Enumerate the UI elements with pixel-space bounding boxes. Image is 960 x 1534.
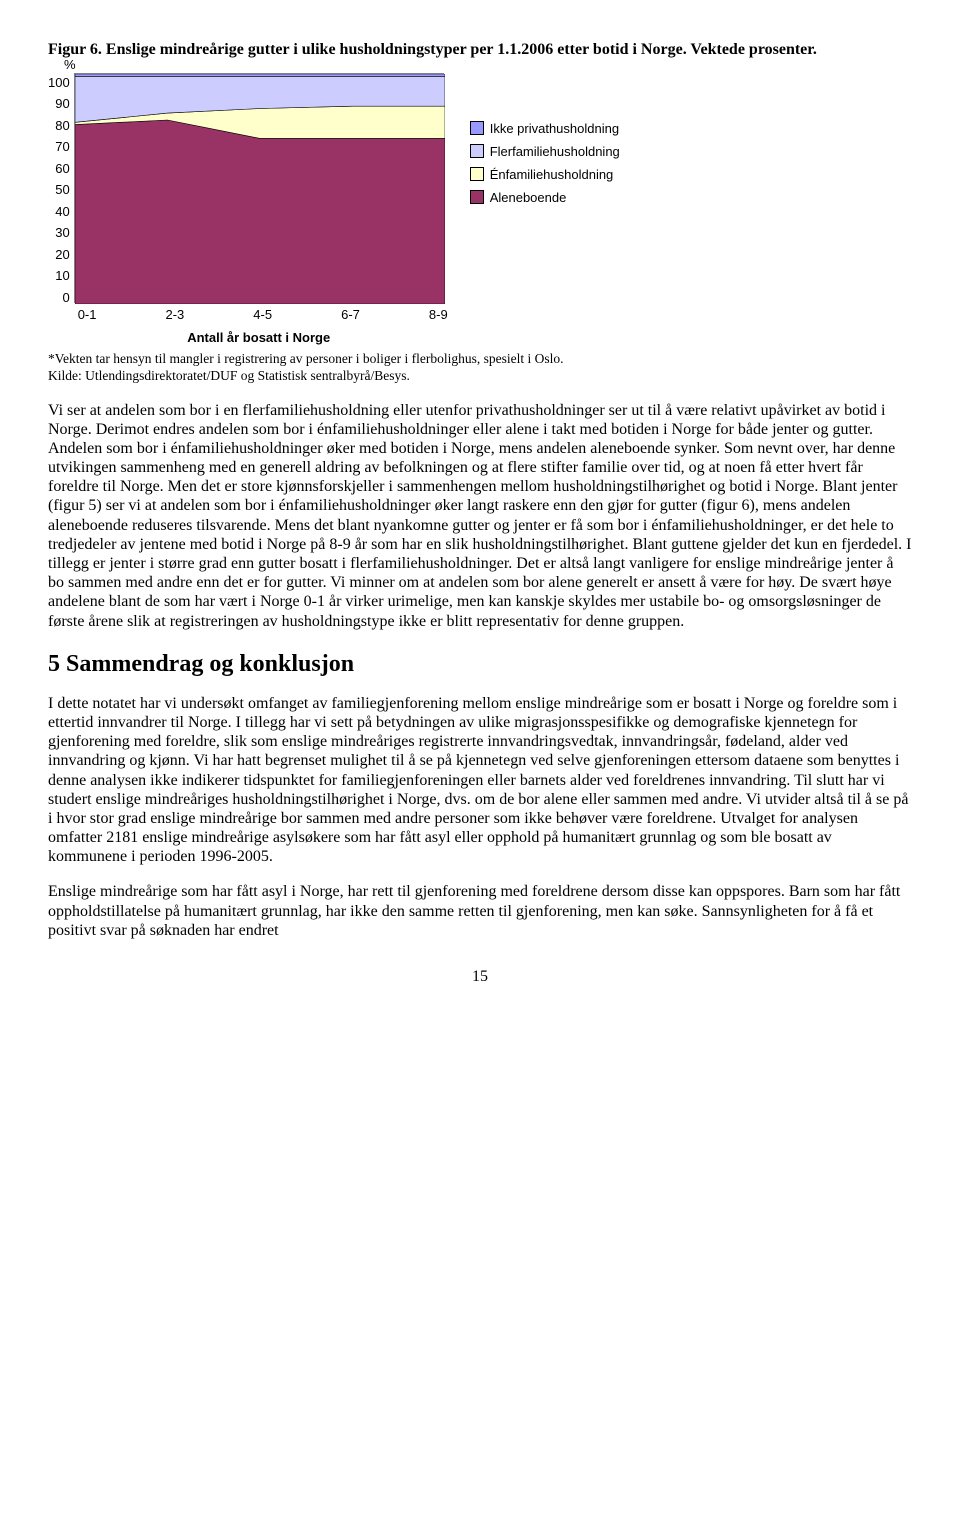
x-tick: 6-7 bbox=[341, 307, 360, 322]
y-tick: 60 bbox=[55, 161, 69, 176]
chart-plot bbox=[74, 73, 444, 303]
body-paragraph-1: Vi ser at andelen som bor i en flerfamil… bbox=[48, 401, 912, 631]
legend-label: Ikke privathusholdning bbox=[490, 121, 619, 136]
legend-swatch bbox=[470, 190, 484, 204]
y-tick: 100 bbox=[48, 75, 70, 90]
chart-row: % 1009080706050403020100 0-12-34-56-78-9… bbox=[48, 73, 912, 345]
legend-item: Énfamiliehusholdning bbox=[470, 167, 620, 182]
section-heading: 5 Sammendrag og konklusjon bbox=[48, 651, 912, 678]
chart-legend: Ikke privathusholdning Flerfamiliehushold… bbox=[470, 121, 620, 213]
y-tick: 40 bbox=[55, 204, 69, 219]
y-tick: 90 bbox=[55, 96, 69, 111]
y-axis-unit: % bbox=[64, 57, 76, 72]
chart-left: % 1009080706050403020100 0-12-34-56-78-9… bbox=[48, 73, 452, 345]
chart-wrap: % 1009080706050403020100 0-12-34-56-78-9… bbox=[48, 73, 452, 345]
y-tick: 0 bbox=[62, 290, 69, 305]
x-axis-label: Antall år bosatt i Norge bbox=[74, 330, 444, 345]
y-tick: 20 bbox=[55, 247, 69, 262]
x-tick: 2-3 bbox=[166, 307, 185, 322]
body-paragraph-2: I dette notatet har vi undersøkt omfange… bbox=[48, 694, 912, 867]
chart-area-ikkeprivat bbox=[75, 74, 445, 76]
legend-swatch bbox=[470, 144, 484, 158]
legend-item: Ikke privathusholdning bbox=[470, 121, 620, 136]
y-tick: 30 bbox=[55, 225, 69, 240]
legend-label: Flerfamiliehusholdning bbox=[490, 144, 620, 159]
x-tick: 4-5 bbox=[253, 307, 272, 322]
footnote-line-2: Kilde: Utlendingsdirektoratet/DUF og Sta… bbox=[48, 368, 410, 383]
legend-label: Aleneboende bbox=[490, 190, 567, 205]
y-tick: 80 bbox=[55, 118, 69, 133]
legend-item: Flerfamiliehusholdning bbox=[470, 144, 620, 159]
y-tick: 10 bbox=[55, 268, 69, 283]
x-tick: 8-9 bbox=[429, 307, 448, 322]
page-number: 15 bbox=[48, 968, 912, 986]
chart-footnote: *Vekten tar hensyn til mangler i registr… bbox=[48, 351, 912, 385]
legend-item: Aleneboende bbox=[470, 190, 620, 205]
chart-area-aleneboende bbox=[75, 120, 445, 304]
body-paragraph-3: Enslige mindreårige som har fått asyl i … bbox=[48, 882, 912, 940]
y-tick: 50 bbox=[55, 182, 69, 197]
x-axis-ticks: 0-1 2-3 4-5 6-7 8-9 bbox=[74, 307, 452, 322]
y-axis: 1009080706050403020100 bbox=[48, 73, 74, 305]
legend-label: Énfamiliehusholdning bbox=[490, 167, 614, 182]
y-tick: 70 bbox=[55, 139, 69, 154]
legend-swatch bbox=[470, 167, 484, 181]
footnote-line-1: *Vekten tar hensyn til mangler i registr… bbox=[48, 351, 564, 366]
x-tick: 0-1 bbox=[78, 307, 97, 322]
legend-swatch bbox=[470, 121, 484, 135]
figure-caption: Figur 6. Enslige mindreårige gutter i ul… bbox=[48, 40, 912, 61]
